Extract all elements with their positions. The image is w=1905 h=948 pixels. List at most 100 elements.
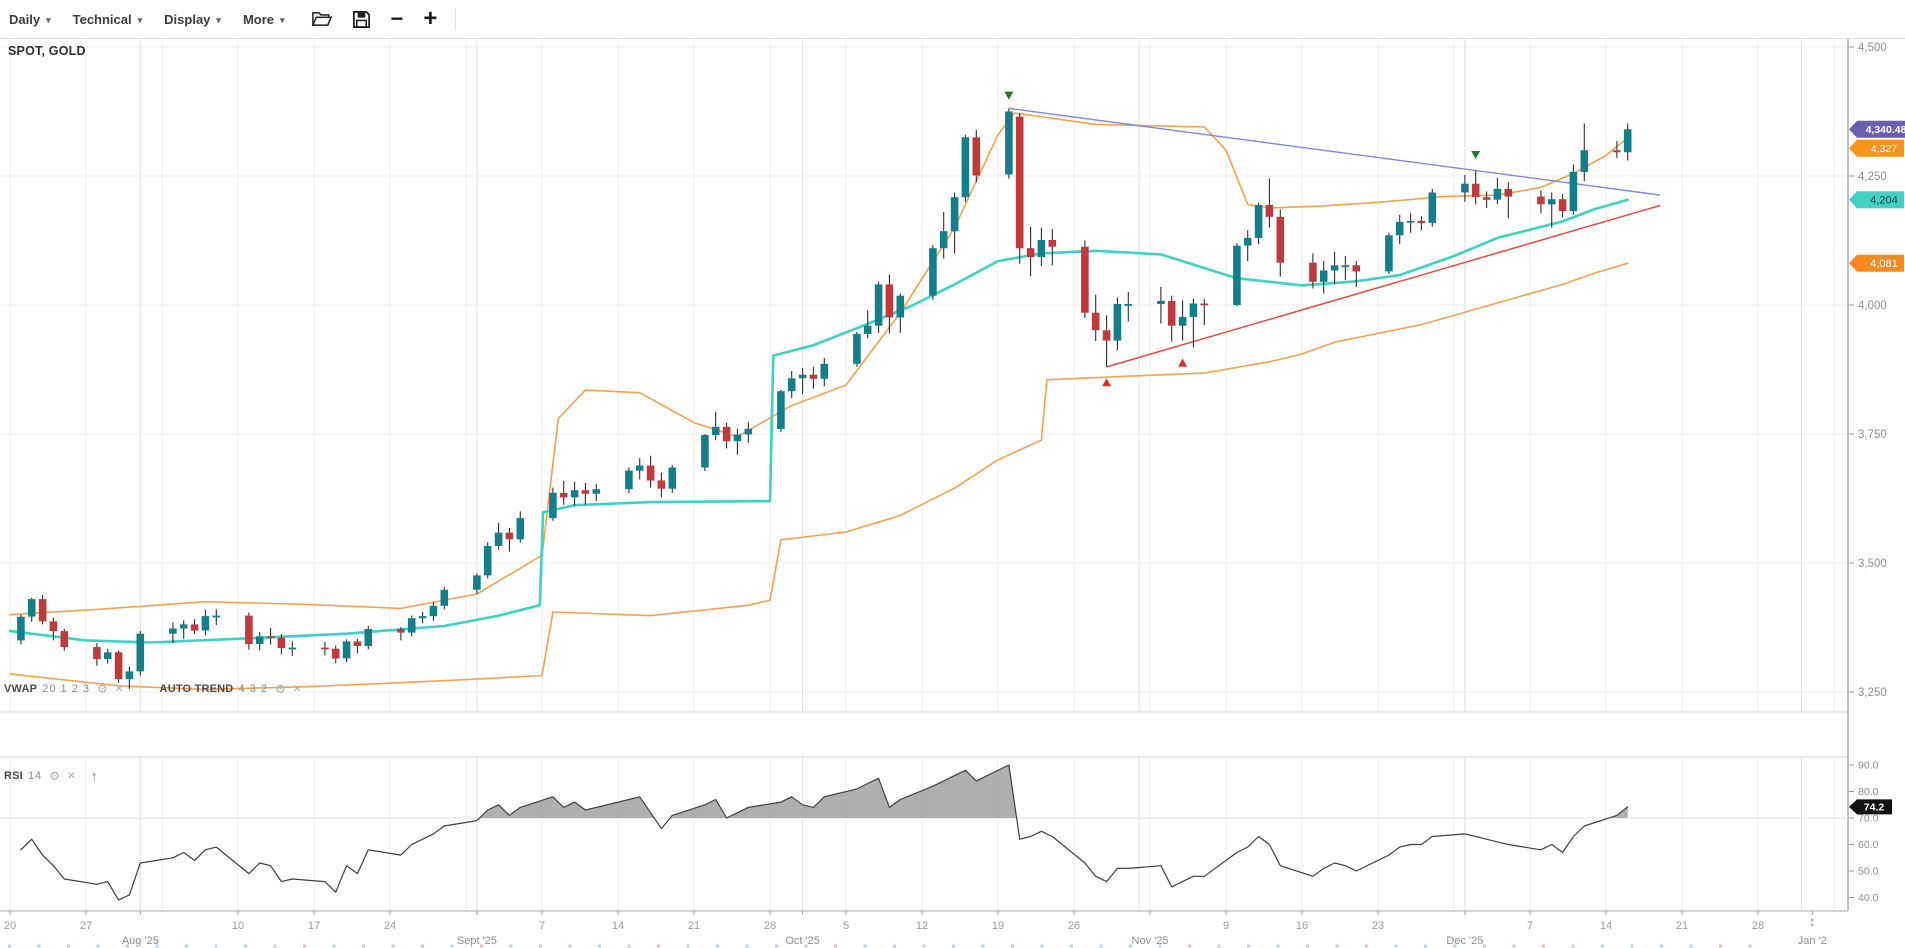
svg-text:26: 26: [1068, 920, 1080, 932]
svg-text:3,500: 3,500: [1858, 558, 1887, 570]
price-badge: 4,340.48: [1849, 120, 1905, 138]
candle: [657, 480, 666, 489]
menu-technical-label: Technical: [72, 11, 132, 27]
chevron-down-icon: ▾: [46, 14, 51, 25]
svg-text:4,000: 4,000: [1858, 300, 1887, 312]
svg-text:4,500: 4,500: [1858, 42, 1887, 54]
candle: [1233, 245, 1241, 305]
candle: [277, 637, 286, 649]
svg-text:4,327: 4,327: [1871, 143, 1897, 155]
svg-text:23: 23: [1372, 920, 1384, 932]
candle: [1547, 199, 1556, 205]
candle: [440, 589, 449, 606]
candle: [1200, 303, 1209, 306]
candle: [1613, 150, 1621, 153]
candle: [929, 248, 937, 296]
chart-canvas[interactable]: 4,500 4,250 4,000 3,750 3,500 3,250 90.0 80.0 70…: [0, 38, 1905, 948]
x-axis: 20 27 10 17 24 7 14 21 28 5 12 19 26 9 16 23 7 14 21 28 Aug …: [4, 911, 1827, 947]
band-upper-line: [9, 112, 1629, 616]
candle: [331, 648, 340, 659]
candle: [1461, 183, 1469, 193]
swing-markers: [1004, 91, 1481, 387]
vwap-remove-icon[interactable]: ✕: [114, 683, 124, 695]
svg-text:12: 12: [916, 920, 928, 932]
candle: [1254, 204, 1263, 238]
svg-text:24: 24: [384, 920, 396, 932]
svg-text:16: 16: [1296, 920, 1308, 932]
candle: [1537, 196, 1545, 205]
svg-text:Dec '25: Dec '25: [1446, 935, 1483, 947]
candle: [407, 618, 416, 633]
candle: [364, 629, 373, 646]
candle: [505, 532, 514, 540]
rsi-settings-icon[interactable]: ⚙: [49, 769, 60, 783]
candle: [787, 378, 796, 392]
vwap-settings-icon[interactable]: ⚙: [96, 682, 108, 696]
chevron-down-icon: ▾: [137, 14, 143, 25]
svg-text:90.0: 90.0: [1858, 760, 1879, 772]
svg-text:27: 27: [80, 920, 92, 932]
candle: [646, 465, 655, 481]
svg-text:7: 7: [1527, 920, 1533, 932]
candles-group: [17, 108, 1632, 689]
candle: [1102, 330, 1111, 341]
menu-more[interactable]: More ▾: [243, 12, 285, 27]
candle: [245, 615, 253, 644]
band-lower-line: [9, 262, 1629, 691]
svg-text:7: 7: [539, 920, 545, 932]
candle: [212, 615, 221, 618]
zoom-in-button[interactable]: +: [423, 5, 438, 32]
trendline-support[interactable]: [1106, 204, 1661, 368]
candle: [635, 465, 644, 471]
rsi-remove-icon[interactable]: ✕: [66, 770, 76, 782]
menu-display-label: Display: [164, 11, 211, 27]
candle: [972, 137, 981, 176]
candle: [1081, 246, 1089, 313]
candle: [570, 490, 579, 498]
svg-text:3,250: 3,250: [1858, 687, 1887, 699]
candle: [288, 647, 297, 650]
candle: [255, 636, 264, 644]
svg-text:21: 21: [688, 920, 700, 932]
candle: [820, 363, 829, 379]
candle: [939, 231, 948, 249]
menu-technical[interactable]: Technical ▾: [73, 12, 143, 27]
svg-text:9: 9: [1223, 920, 1229, 932]
candle: [1471, 183, 1480, 198]
trendline-resistance[interactable]: [1008, 107, 1661, 196]
symbol-label: SPOT, GOLD: [8, 44, 86, 58]
candle: [321, 647, 329, 650]
vwap-indicator-params: 20 1 2 3: [42, 683, 90, 695]
svg-text:74.2: 74.2: [1864, 802, 1885, 814]
move-panel-up-icon[interactable]: ↑: [90, 768, 98, 784]
candle: [27, 599, 36, 617]
autotrend-remove-icon[interactable]: ✕: [292, 683, 302, 695]
candle: [874, 284, 883, 326]
open-folder-button[interactable]: [311, 10, 332, 28]
zoom-out-button[interactable]: −: [390, 6, 404, 31]
menu-display[interactable]: Display ▾: [164, 12, 221, 27]
candle: [809, 374, 818, 379]
save-button[interactable]: [352, 10, 371, 29]
rsi-indicator-row: RSI 14 ⚙ ✕ ↑: [4, 768, 98, 784]
folder-open-icon: [311, 11, 332, 27]
candle: [1124, 304, 1133, 306]
candle: [1406, 220, 1415, 223]
candle: [516, 518, 525, 540]
navigator-sliver: [8, 944, 1752, 948]
svg-text:3,750: 3,750: [1858, 429, 1887, 441]
candle: [266, 636, 275, 639]
candle: [581, 490, 590, 494]
rsi-indicator-param: 14: [27, 770, 43, 782]
rsi-axis: 90.0 80.0 70.0 60.0 50.0 40.0: [1849, 760, 1879, 904]
candle: [549, 492, 557, 519]
candle: [592, 489, 601, 494]
svg-text:60.0: 60.0: [1858, 839, 1879, 851]
candle: [1482, 197, 1491, 200]
chart-area: 4,500 4,250 4,000 3,750 3,500 3,250 90.0 80.0 70…: [0, 38, 1905, 948]
svg-text:4,204: 4,204: [1870, 195, 1898, 207]
menu-daily[interactable]: Daily ▾: [9, 12, 51, 27]
candle: [853, 333, 861, 364]
candle: [961, 137, 970, 198]
autotrend-settings-icon[interactable]: ⚙: [274, 682, 286, 696]
